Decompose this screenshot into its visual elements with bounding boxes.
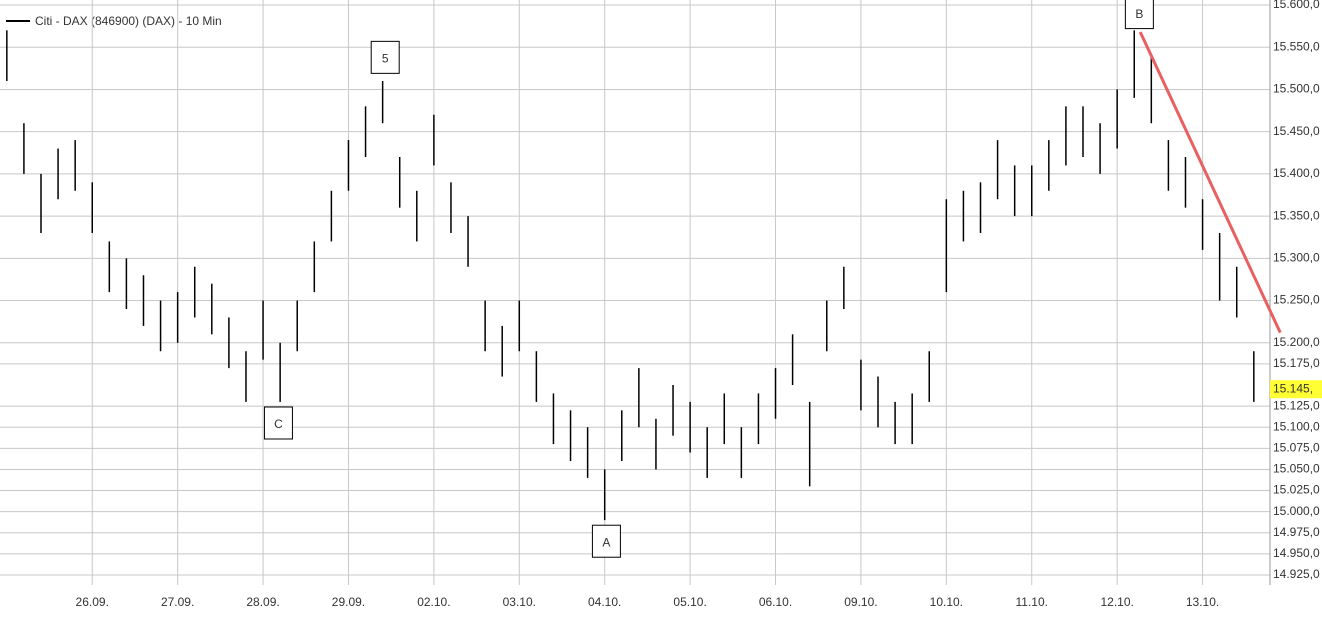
trend-line <box>1138 31 1282 334</box>
y-tick-label: 15.250,0 <box>1273 293 1320 307</box>
y-tick-label: 15.100,0 <box>1273 419 1320 433</box>
x-tick-label: 03.10. <box>503 595 536 609</box>
x-tick-label: 29.09. <box>332 595 365 609</box>
x-tick-label: 05.10. <box>673 595 706 609</box>
y-tick-label: 14.975,0 <box>1273 525 1320 539</box>
y-tick-label: 15.175,0 <box>1273 356 1320 370</box>
y-tick-label: 15.400,0 <box>1273 166 1320 180</box>
x-tick-label: 27.09. <box>161 595 194 609</box>
legend-label: Citi - DAX (846900) (DAX) - 10 Min <box>35 14 222 28</box>
annotation-box <box>370 40 400 74</box>
y-tick-label: 15.050,0 <box>1273 462 1320 476</box>
y-tick-label: 15.075,0 <box>1273 441 1320 455</box>
y-tick-label: 15.550,0 <box>1273 39 1320 53</box>
annotation-label: 5 <box>382 52 389 66</box>
x-tick-label: 06.10. <box>759 595 792 609</box>
x-tick-label: 26.09. <box>76 595 109 609</box>
annotation-box <box>1124 0 1154 30</box>
annotation-label: B <box>1135 7 1143 21</box>
x-tick-label: 02.10. <box>417 595 450 609</box>
y-tick-label: 15.200,0 <box>1273 335 1320 349</box>
y-tick-label: 15.500,0 <box>1273 82 1320 96</box>
y-tick-label: 15.450,0 <box>1273 124 1320 138</box>
y-tick-label: 14.925,0 <box>1273 567 1320 581</box>
x-tick-label: 04.10. <box>588 595 621 609</box>
y-tick-label: 14.950,0 <box>1273 546 1320 560</box>
y-tick-label: 15.000,0 <box>1273 504 1320 518</box>
y-tick-label: 15.350,0 <box>1273 208 1320 222</box>
x-tick-label: 28.09. <box>246 595 279 609</box>
y-tick-label: 15.125,0 <box>1273 398 1320 412</box>
last-price-tag <box>1270 380 1322 399</box>
x-tick-label: 11.10. <box>1016 595 1048 609</box>
x-tick-label: 13.10. <box>1186 595 1219 609</box>
annotation-label: C <box>274 417 283 431</box>
y-tick-label: 15.300,0 <box>1273 251 1320 265</box>
x-tick-label: 10.10. <box>930 595 963 609</box>
y-tick-label: 15.025,0 <box>1273 483 1320 497</box>
y-tick-label: 15.600,0 <box>1273 0 1320 11</box>
last-price-label: 15.145, <box>1273 381 1313 395</box>
annotation-box <box>263 406 293 440</box>
x-tick-label: 12.10. <box>1100 595 1133 609</box>
x-tick-label: 09.10. <box>844 595 877 609</box>
annotation-box <box>591 524 621 558</box>
annotation-label: A <box>602 535 610 549</box>
